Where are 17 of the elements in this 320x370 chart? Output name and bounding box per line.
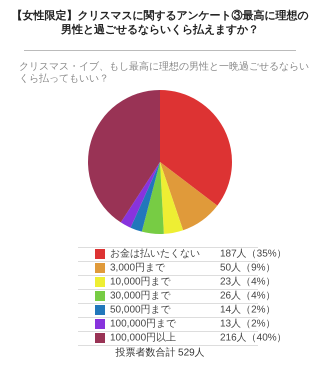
legend-label: 3,000円まで xyxy=(110,262,166,274)
data-label: 187人（35%） xyxy=(220,248,287,260)
legend-label: お金は払いたくない xyxy=(110,248,200,260)
legend-label: 50,000円まで xyxy=(110,304,172,316)
legend-label: 30,000円まで xyxy=(110,290,172,302)
legend-label: 10,000円まで xyxy=(110,276,172,288)
text: 投票者数合計 529人 xyxy=(114,346,205,358)
legend-label: 100,000円以上 xyxy=(110,332,176,344)
data-label: 26人（4%） xyxy=(220,290,276,302)
data-label: 50人（9%） xyxy=(220,262,276,274)
chart-subtitle: クリスマス・イブ、もし最高に理想の男性と一晩過ごせるならいくら払ってもいい？ xyxy=(19,60,309,84)
data-label: 13人（2%） xyxy=(220,318,276,330)
data-label: 14人（2%） xyxy=(220,304,276,316)
chart-title: 【女性限定】クリスマスに関するアンケート③最高に理想の男性と過ごせるならいくら払えますか？ xyxy=(12,9,308,36)
data-label: 23人（4%） xyxy=(220,276,276,288)
data-label: 216人（40%） xyxy=(220,332,287,344)
legend-label: 100,000円まで xyxy=(110,318,178,330)
